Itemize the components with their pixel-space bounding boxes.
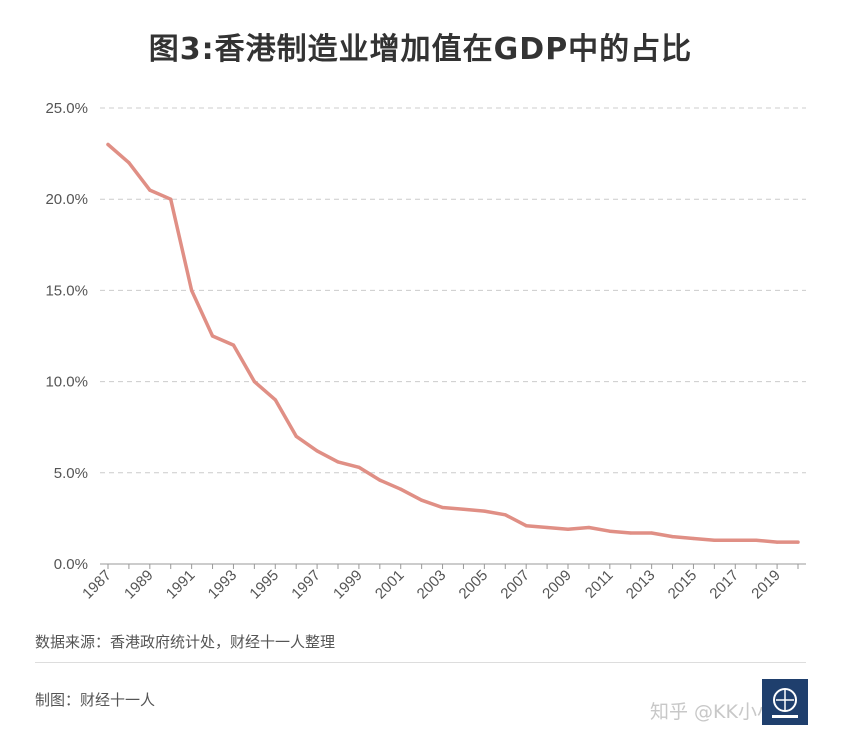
data-point [670,535,675,539]
y-tick-label: 20.0% [45,191,88,208]
data-point [796,540,800,544]
x-tick-label: 2011 [582,567,617,602]
data-point [169,197,173,201]
series-line [106,142,800,544]
data-point [294,434,298,438]
data-point [315,449,319,453]
data-point [650,531,654,535]
data-point [629,531,633,535]
data-point [378,478,382,482]
x-tick-label: 2013 [623,567,659,603]
line-chart: 0.0%5.0%10.0%15.0%20.0%25.0%1987 1989 1991… [45,100,806,603]
x-tick-label: 2003 [414,567,450,603]
x-tick-label: 1995 [246,567,282,603]
x-tick-label: 1993 [205,567,241,603]
y-tick-label: 5.0% [54,465,88,482]
chart-title: 图3:香港制造业增加值在GDP中的占比 [148,32,693,67]
data-source-note: 数据来源：香港政府统计处，财经十一人整理 [35,633,336,651]
footer-divider [35,662,806,663]
data-point [566,527,570,531]
data-point [440,505,445,510]
data-point [482,509,486,513]
data-point [754,538,758,542]
x-tick-label: 2017 [706,567,742,603]
data-point [252,380,256,384]
data-point [210,334,215,338]
y-tick-label: 0.0% [54,556,88,573]
x-tick-label: 1997 [288,567,324,603]
data-point [608,529,612,533]
x-tick-label: 1999 [330,567,366,603]
data-point [712,538,717,542]
x-tick-label: 2015 [665,567,701,603]
publisher-logo [762,679,808,725]
data-point [775,540,779,544]
data-point [231,343,236,347]
data-point [273,398,277,402]
x-tick-label: 1991 [163,567,199,603]
zhihu-watermark: 知乎 @KK小小 [650,701,776,723]
data-point [127,161,131,165]
data-point [503,513,507,517]
data-point [148,188,152,192]
data-point [545,525,549,530]
data-point [420,498,424,502]
data-point [106,142,110,147]
x-tick-label: 2019 [748,567,784,603]
x-tick-label: 1989 [121,567,157,603]
x-tick-label: 2005 [456,567,492,603]
x-tick-label: 2001 [372,567,408,603]
data-point [399,487,403,491]
data-point [691,536,696,541]
data-point [733,538,737,542]
data-point [461,507,466,511]
data-point [190,288,194,292]
data-point [336,460,340,464]
data-point [587,525,591,530]
data-point [357,465,361,469]
y-tick-label: 10.0% [45,374,88,391]
y-tick-label: 15.0% [45,282,88,299]
y-tick-label: 25.0% [45,100,88,117]
x-tick-label: 2007 [497,567,533,603]
chart-maker-note: 制图：财经十一人 [35,691,156,709]
x-tick-label: 2009 [539,567,575,603]
data-point [524,524,528,528]
